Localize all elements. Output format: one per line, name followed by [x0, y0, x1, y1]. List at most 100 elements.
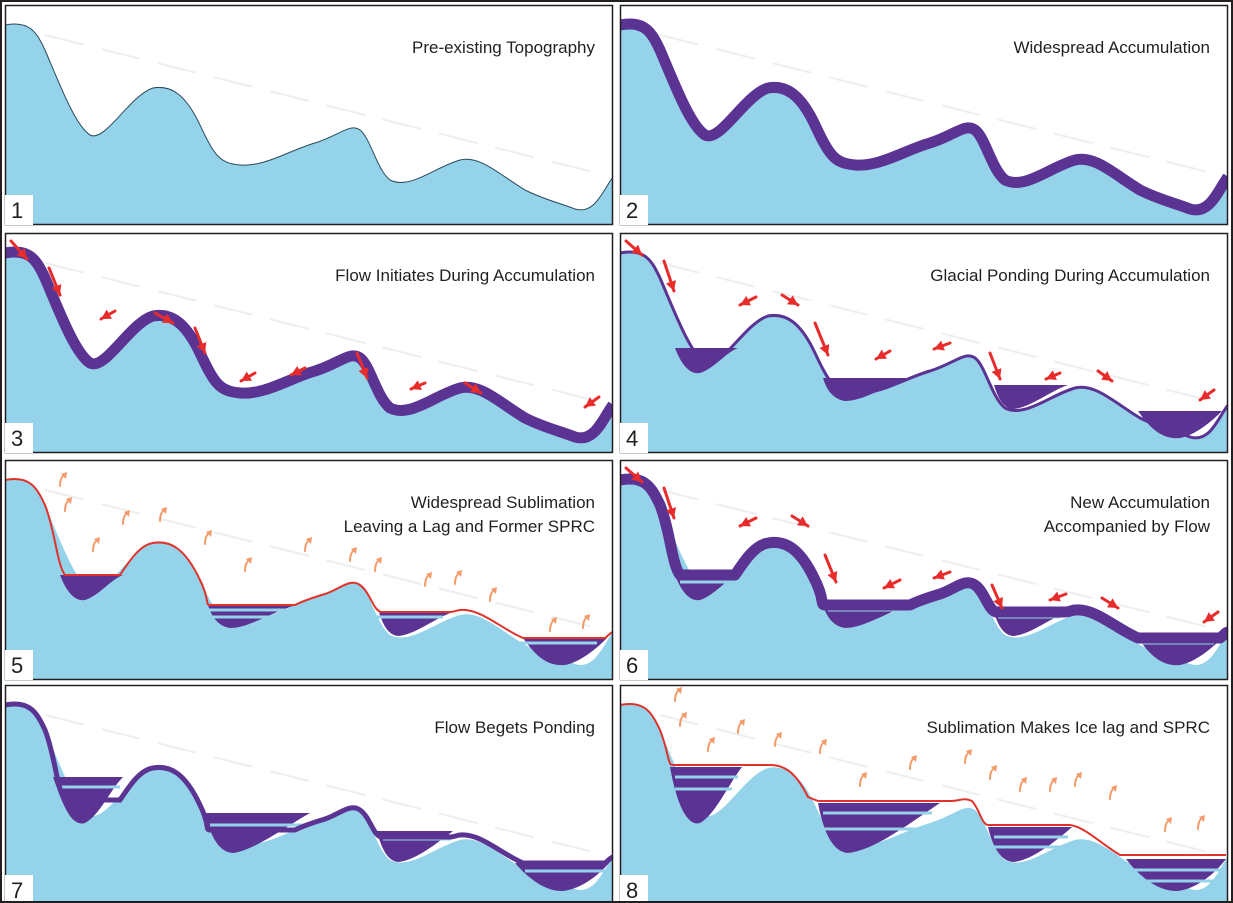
former-surface-guide [659, 489, 1221, 631]
panel-title: Glacial Ponding During Accumulation [930, 266, 1210, 285]
panel-frame [619, 4, 1229, 226]
panel-frame [619, 459, 1229, 681]
flow-arrow [239, 371, 257, 383]
flow-arrow [1100, 596, 1120, 610]
panel-3: Flow Initiates During Accumulation 3 [4, 232, 614, 454]
panel-number: 4 [626, 426, 638, 451]
flow-arrow [780, 293, 800, 307]
former-surface-guide [44, 262, 606, 404]
sublimation-arrow [774, 732, 782, 747]
ponded-ice [1126, 859, 1226, 892]
panel-frame [619, 232, 1229, 454]
sublimation-arrow [92, 537, 100, 552]
flow-arrow [289, 365, 307, 377]
sublimation-arrow [964, 749, 972, 764]
ponded-ice [823, 378, 912, 401]
sublimation-arrow [989, 765, 997, 780]
former-surface-guide [659, 262, 1221, 404]
sublimation-arrow [1164, 817, 1172, 832]
flow-arrow [790, 514, 810, 528]
flow-arrow [153, 311, 175, 325]
sublimation-arrow [1109, 785, 1117, 800]
panel-number-box [5, 650, 33, 680]
flow-arrow [874, 349, 892, 361]
flow-arrow [1044, 370, 1062, 381]
sublimation-arrow [454, 570, 462, 585]
sublimation-arrow [1019, 777, 1027, 792]
flow-arrow [932, 569, 952, 580]
panel-number: 2 [626, 198, 638, 223]
flow-arrow [1198, 388, 1216, 402]
panel-frame [4, 4, 614, 226]
panel-number-box [5, 195, 33, 225]
panel-title: Flow Initiates During Accumulation [335, 266, 595, 285]
former-surface-guide [44, 714, 606, 856]
sublimation-arrow [1074, 772, 1082, 787]
panel-frame [619, 684, 1229, 903]
flow-arrow [624, 239, 644, 257]
sublimation-arrow [707, 737, 715, 752]
flow-arrow [9, 239, 29, 261]
former-surface-guide [659, 34, 1221, 176]
panel-number: 3 [11, 426, 23, 451]
panel-frame [4, 232, 614, 454]
sublimation-arrow [304, 537, 312, 552]
sublimation-arrow [1049, 777, 1057, 792]
flow-arrow [47, 266, 62, 297]
sublimation-arrow [424, 572, 432, 587]
flow-arrow [1202, 610, 1220, 624]
panel-frame [4, 684, 614, 903]
sublimation-arrow [204, 530, 212, 545]
panel-number-box [620, 650, 648, 680]
flow-arrow [738, 516, 758, 528]
flow-arrow [1048, 591, 1068, 602]
flow-arrow [988, 351, 1002, 381]
flow-arrow [583, 395, 601, 409]
panel-title: Widespread Accumulation [1013, 38, 1210, 57]
flow-arrow [823, 553, 838, 584]
panel-1: Pre-existing Topography 1 [4, 4, 614, 226]
sublimation-arrow [64, 497, 72, 512]
flow-arrow [813, 321, 830, 357]
ponded-ice [994, 385, 1068, 409]
panel-title: Pre-existing Topography [412, 38, 596, 57]
ponded-ice [205, 813, 310, 853]
ponded-ice [1138, 638, 1222, 666]
sublimation-arrow [582, 614, 590, 629]
panel-frame [4, 459, 614, 681]
flow-arrow [662, 259, 676, 293]
panel-title: New Accumulation [1070, 493, 1210, 512]
former-surface-guide [44, 34, 606, 176]
ponded-ice [670, 767, 742, 824]
ponded-ice [523, 638, 607, 666]
panel-title: Flow Begets Ponding [434, 718, 595, 737]
flow-arrow [99, 309, 117, 321]
flow-arrow [624, 466, 644, 484]
sublimation-arrow [549, 617, 557, 632]
panel-5: Widespread Sublimation Leaving a Lag and … [4, 459, 614, 681]
sublimation-arrow [59, 472, 67, 487]
sublimation-arrow [737, 719, 745, 734]
sublimation-arrow [674, 687, 682, 702]
flow-arrow [355, 351, 369, 380]
sublimation-arrow [349, 547, 357, 562]
flow-arrow [193, 326, 207, 355]
panel-7: Flow Begets Ponding 7 [4, 684, 614, 903]
former-surface-guide [659, 714, 1221, 856]
panel-number: 6 [626, 653, 638, 678]
panel-2: Widespread Accumulation 2 [619, 4, 1229, 226]
panel-number: 1 [11, 198, 23, 223]
panel-number-box [5, 875, 33, 903]
lag-line [620, 702, 1226, 856]
panel-title: Accompanied by Flow [1044, 517, 1211, 536]
panel-number-box [5, 423, 33, 453]
ponded-ice [60, 575, 123, 601]
flow-arrow [409, 380, 427, 391]
panel-title: Sublimation Makes Ice lag and SPRC [927, 718, 1210, 737]
former-surface-guide [44, 489, 606, 631]
sublimation-arrow [244, 557, 252, 572]
panel-number: 5 [11, 653, 23, 678]
flow-arrow [738, 295, 758, 307]
panel-number-box [620, 423, 648, 453]
